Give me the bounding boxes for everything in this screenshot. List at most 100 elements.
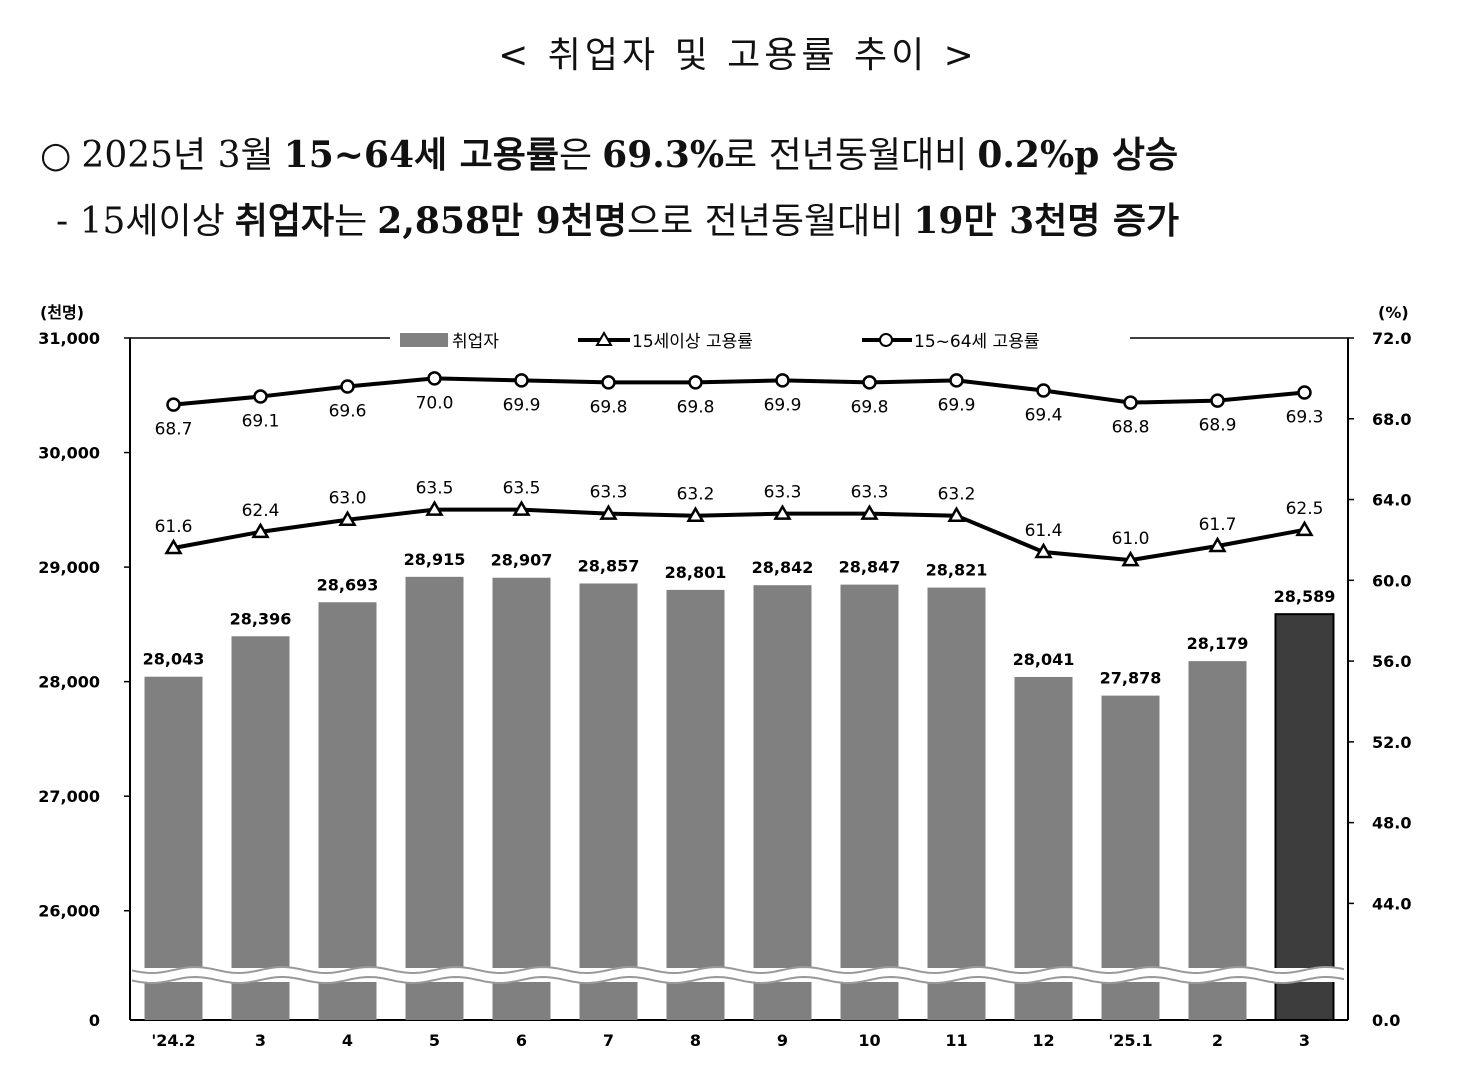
summary-line-1: ○ 2025년 3월 15~64세 고용률은 69.3%로 전년동월대비 0.2%p 상… bbox=[40, 126, 1178, 178]
left-tick-label: 26,000 bbox=[38, 902, 100, 921]
rate-15plus-marker bbox=[1034, 542, 1053, 559]
bar-value-label: 27,878 bbox=[1100, 669, 1162, 688]
rate-15to64-marker bbox=[862, 375, 877, 390]
rate-15to64-marker bbox=[427, 371, 442, 386]
right-tick-label: 56.0 bbox=[1372, 652, 1411, 671]
rate-15plus-marker bbox=[338, 510, 357, 526]
rate-15to64-marker bbox=[775, 373, 790, 388]
rate-15to64-marker bbox=[949, 373, 964, 388]
rate-15plus-label: 63.2 bbox=[938, 485, 976, 505]
x-category-label: 2 bbox=[1212, 1031, 1223, 1050]
rate-15plus-marker bbox=[1121, 550, 1140, 567]
summary1-part5: 로 전년동월대비 bbox=[724, 135, 968, 176]
employed-bar bbox=[144, 676, 203, 1020]
summary1-part1: 2025년 3월 bbox=[81, 135, 274, 176]
rate-15plus-marker bbox=[1208, 536, 1227, 553]
summary2-part2: 취업자 bbox=[234, 200, 335, 242]
rate-15plus-label: 61.6 bbox=[155, 517, 193, 537]
employed-bar bbox=[666, 589, 725, 1020]
right-tick-label: 68.0 bbox=[1372, 410, 1411, 429]
rate-15plus-marker bbox=[686, 506, 705, 522]
rate-15plus-label: 63.5 bbox=[503, 479, 541, 499]
x-category-label: '25.1 bbox=[1108, 1031, 1152, 1050]
rate-15to64-label: 69.8 bbox=[677, 397, 715, 417]
employed-bar bbox=[1188, 661, 1247, 1020]
bar-value-label: 28,857 bbox=[578, 556, 640, 575]
x-category-label: 6 bbox=[516, 1031, 527, 1050]
rate-15to64-label: 69.9 bbox=[503, 395, 541, 415]
employed-bar bbox=[927, 587, 986, 1020]
right-tick-label: 64.0 bbox=[1372, 491, 1411, 510]
legend-triangle-icon bbox=[595, 331, 613, 346]
bar-value-label: 28,693 bbox=[317, 575, 379, 594]
bar-value-label: 28,041 bbox=[1013, 650, 1075, 669]
employed-bar bbox=[492, 577, 551, 1020]
rate-15plus-marker bbox=[947, 506, 966, 522]
rate-15to64-label: 69.6 bbox=[329, 401, 367, 421]
employed-bar bbox=[231, 636, 290, 1020]
rate-15plus-marker bbox=[251, 522, 270, 539]
x-category-label: 7 bbox=[603, 1031, 614, 1050]
left-tick-label: 27,000 bbox=[38, 787, 100, 806]
rate-15to64-label: 68.7 bbox=[155, 420, 193, 440]
bar-value-label: 28,915 bbox=[404, 550, 466, 569]
summary2-part1: - 15세이상 bbox=[56, 201, 225, 242]
bar-value-label: 28,821 bbox=[926, 561, 988, 580]
summary1-part3: 은 bbox=[559, 135, 593, 176]
right-tick-label: 72.0 bbox=[1372, 329, 1411, 348]
legend-label-15plus: 15세이상 고용률 bbox=[632, 332, 753, 352]
x-category-label: 9 bbox=[777, 1031, 788, 1050]
rate-15plus-label: 63.3 bbox=[590, 483, 628, 503]
bar-value-label: 28,907 bbox=[491, 551, 553, 570]
axis-break-wave-top bbox=[131, 965, 1345, 975]
rate-15plus-label: 61.7 bbox=[1199, 515, 1237, 535]
employed-bar bbox=[1101, 695, 1160, 1020]
bar-value-label: 28,842 bbox=[752, 558, 814, 577]
rate-15to64-label: 69.4 bbox=[1025, 406, 1063, 426]
left-tick-label: 29,000 bbox=[38, 558, 100, 577]
rate-15plus-label: 63.2 bbox=[677, 485, 715, 505]
bar-value-label: 28,589 bbox=[1274, 587, 1336, 606]
rate-15to64-marker bbox=[514, 373, 529, 388]
right-tick-label: 60.0 bbox=[1372, 571, 1411, 590]
bar-value-label: 28,043 bbox=[143, 650, 205, 669]
summary2-part3: 는 bbox=[334, 201, 368, 242]
rate-15to64-marker bbox=[253, 389, 268, 404]
bar-value-label: 28,179 bbox=[1187, 634, 1249, 653]
x-category-label: 5 bbox=[429, 1031, 440, 1050]
employed-bar bbox=[840, 584, 899, 1020]
right-tick-label: 52.0 bbox=[1372, 733, 1411, 752]
summary2-part6: 19만 3천명 증가 bbox=[913, 200, 1180, 242]
rate-15plus-label: 61.0 bbox=[1112, 529, 1150, 549]
rate-15to64-marker bbox=[1297, 385, 1312, 400]
x-category-label: '24.2 bbox=[151, 1031, 195, 1050]
x-category-label: 8 bbox=[690, 1031, 701, 1050]
rate-15to64-marker bbox=[688, 375, 703, 390]
axis-break-band bbox=[132, 968, 1346, 982]
rate-15to64-line bbox=[173, 376, 1305, 407]
bar-value-label: 28,847 bbox=[839, 558, 901, 577]
x-category-label: 10 bbox=[858, 1031, 880, 1050]
rate-15plus-label: 63.3 bbox=[851, 483, 889, 503]
rate-15plus-label: 63.0 bbox=[329, 489, 367, 509]
bar-value-label: 28,396 bbox=[230, 609, 292, 628]
summary2-part4: 2,858만 9천명 bbox=[377, 200, 627, 242]
right-tick-label: 0.0 bbox=[1372, 1011, 1400, 1030]
rate-15to64-marker bbox=[1123, 395, 1138, 410]
summary1-part6: 0.2%p 상승 bbox=[977, 134, 1179, 176]
right-tick-label: 44.0 bbox=[1372, 894, 1411, 913]
rate-15plus-marker bbox=[425, 500, 444, 516]
rate-15to64-label: 69.9 bbox=[764, 395, 802, 415]
rate-15to64-marker bbox=[601, 375, 616, 390]
rate-15to64-label: 69.8 bbox=[590, 397, 628, 417]
left-tick-label: 28,000 bbox=[38, 673, 100, 692]
x-category-label: 4 bbox=[342, 1031, 353, 1050]
rate-15to64-marker bbox=[340, 379, 355, 394]
x-category-label: 3 bbox=[255, 1031, 266, 1050]
rate-15to64-label: 69.3 bbox=[1286, 408, 1324, 428]
rate-15to64-label: 70.0 bbox=[416, 393, 454, 413]
rate-15to64-label: 69.1 bbox=[242, 412, 280, 432]
left-tick-label: 0 bbox=[89, 1011, 100, 1030]
page-title: < 취업자 및 고용률 추이 > bbox=[498, 35, 978, 76]
